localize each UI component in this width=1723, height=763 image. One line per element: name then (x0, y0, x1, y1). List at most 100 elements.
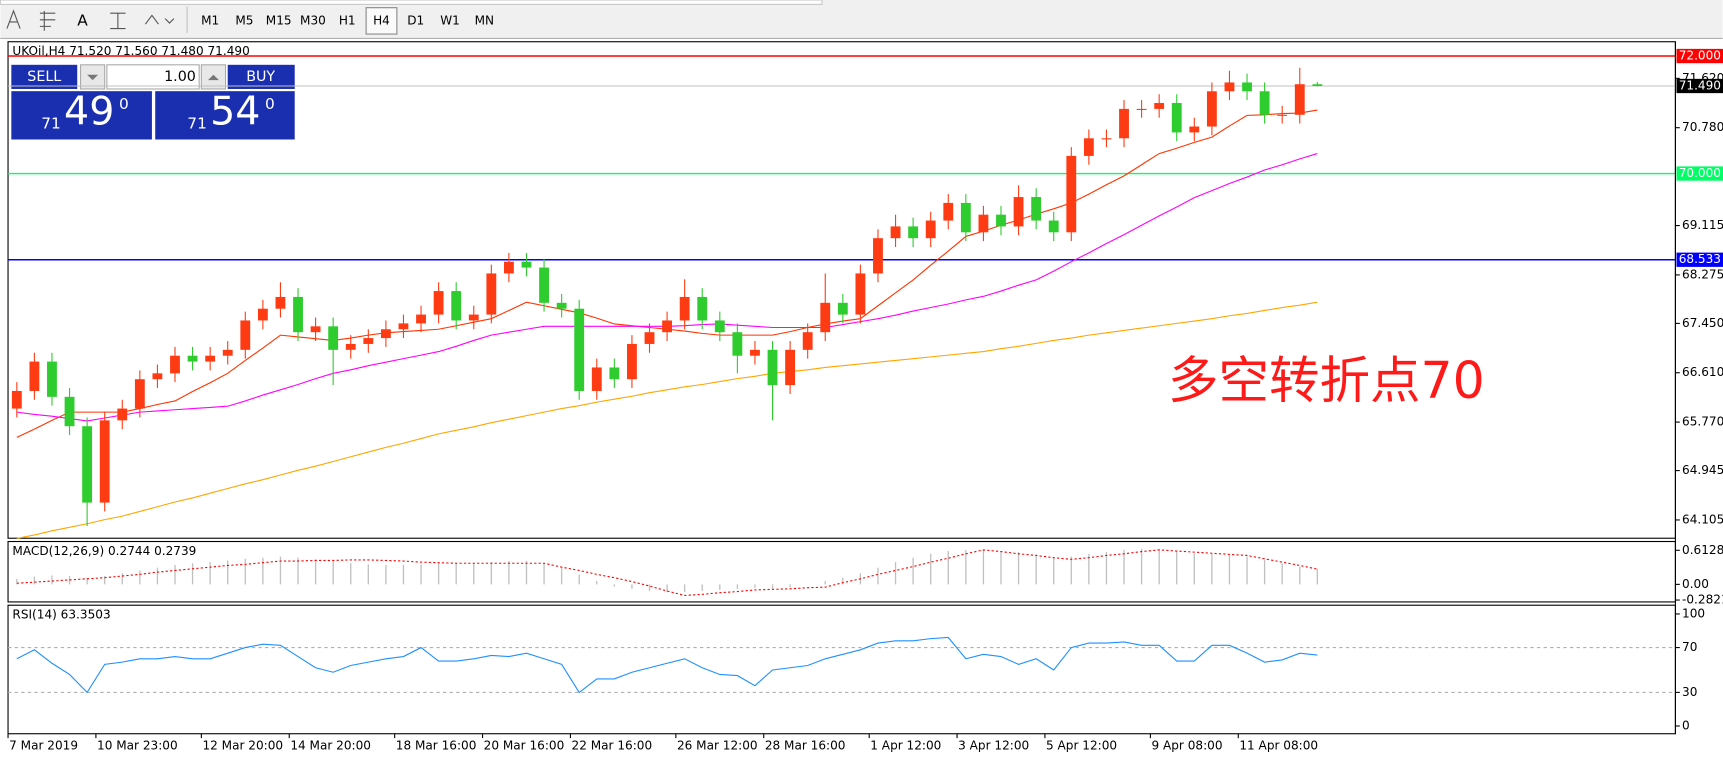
y-tick-label: 64.945 (1682, 463, 1723, 477)
period-icon[interactable] (6, 9, 21, 29)
timeframe-button[interactable]: H1 (339, 13, 356, 27)
candle-body (64, 396, 75, 427)
candle-body (1259, 91, 1270, 115)
y-tick-label: -0.2821 (1682, 593, 1723, 607)
y-tick-label: 67.450 (1682, 316, 1723, 330)
buy-button[interactable] (227, 64, 295, 89)
candle-body (627, 343, 637, 380)
candle-body (345, 343, 356, 350)
candle-body (1083, 138, 1094, 156)
candle-body (1242, 82, 1252, 92)
macd-bar (719, 584, 721, 590)
hline-label: 72.000 (1679, 49, 1721, 63)
macd-bar (104, 576, 106, 585)
charts: 71.62070.78069.11568.27567.45066.61065.7… (7, 41, 1723, 752)
panel-title: RSI(14) 63.3503 (12, 608, 110, 622)
timeframe-button[interactable]: MN (475, 13, 494, 27)
lot-input[interactable] (106, 64, 200, 90)
macd-bar (490, 562, 492, 585)
macd-bar (420, 564, 422, 585)
macd-bar (227, 560, 229, 585)
x-tick-label: 12 Mar 20:00 (202, 738, 283, 752)
macd-bar (877, 567, 879, 585)
bid-sup: 0 (119, 95, 129, 113)
arrows-tool[interactable] (144, 14, 175, 25)
candle-body (486, 273, 497, 315)
bid-box[interactable] (11, 91, 152, 140)
candle-body (11, 390, 22, 409)
candle-body (1312, 84, 1323, 86)
candle-body (433, 291, 444, 315)
overlay: 多空转折点70 (1168, 351, 1485, 410)
fibo-icon[interactable] (39, 10, 56, 31)
candle-body (855, 273, 866, 315)
x-tick-label: 10 Mar 23:00 (97, 738, 178, 752)
macd-bar (648, 584, 651, 592)
macd-bar (51, 575, 53, 585)
candle-body (662, 320, 673, 333)
macd-bar (560, 566, 563, 585)
timeframe-button[interactable]: D1 (407, 13, 424, 27)
macd-bar (1017, 552, 1020, 585)
timeframe-button[interactable]: M5 (235, 13, 253, 27)
candle-body (1066, 155, 1077, 233)
macd-bar (789, 584, 791, 588)
y-tick-label: 70.780 (1682, 120, 1723, 134)
macd-bar (930, 553, 932, 585)
candle-body (363, 338, 374, 344)
buy-label[interactable]: BUY (246, 69, 275, 85)
timeframe-button[interactable]: W1 (440, 13, 460, 27)
y-tick-label: 30 (1682, 685, 1697, 699)
hline-label-box (1676, 252, 1723, 267)
candle-body (521, 261, 532, 268)
candle-body (1294, 84, 1305, 115)
candle-body (591, 367, 602, 391)
candle-body (908, 226, 919, 239)
text-tool[interactable]: A (77, 11, 88, 29)
macd-bar (824, 581, 826, 585)
candle-body (750, 349, 760, 356)
candle-body (310, 326, 321, 333)
timeframe-button[interactable]: H4 (373, 13, 390, 27)
candle-body (416, 314, 426, 324)
candle-body (1206, 91, 1217, 127)
label-tool[interactable] (110, 12, 126, 30)
ask-sup: 0 (265, 95, 275, 113)
x-tick-label: 7 Mar 2019 (9, 738, 78, 752)
macd-bar (894, 562, 897, 585)
candle-body (679, 296, 690, 321)
macd-bar (1158, 548, 1160, 585)
timeframe-button[interactable]: M15 (266, 13, 292, 27)
sell-label[interactable]: SELL (27, 69, 61, 85)
timeframe-button[interactable]: M30 (300, 13, 326, 27)
candle-body (468, 314, 479, 321)
candle-body (398, 323, 409, 330)
candle-body (802, 332, 813, 350)
timeframe-buttons: M1 M5 M15 M30 H1 H4 D1 W1 MN (201, 7, 494, 35)
tool-icons[interactable]: A (6, 6, 188, 33)
sell-button[interactable] (11, 64, 78, 89)
candle-body (152, 373, 163, 380)
candle-body (978, 214, 989, 233)
timeframe-button[interactable]: M1 (201, 13, 219, 27)
annotation: 多空转折点70 (1168, 351, 1485, 410)
candle-body (714, 320, 725, 333)
macd-bar (191, 563, 194, 585)
macd-bar (332, 561, 334, 585)
candle-body (1277, 114, 1288, 116)
macd-bar (1228, 554, 1231, 585)
candle-body (925, 220, 936, 239)
candle-body (960, 202, 971, 233)
macd-bar (596, 581, 598, 585)
active-timeframe[interactable] (365, 7, 398, 35)
macd-bar (174, 564, 176, 585)
moving-average (16, 301, 1318, 539)
macd-bar (982, 549, 985, 585)
ask-box[interactable] (155, 91, 295, 140)
price-label-box (1676, 78, 1723, 94)
macd-bar (666, 584, 668, 593)
macd-bar (1035, 554, 1037, 585)
ask-main: 54 (210, 89, 260, 135)
macd-bar (156, 567, 159, 585)
macd-bar (121, 573, 123, 585)
